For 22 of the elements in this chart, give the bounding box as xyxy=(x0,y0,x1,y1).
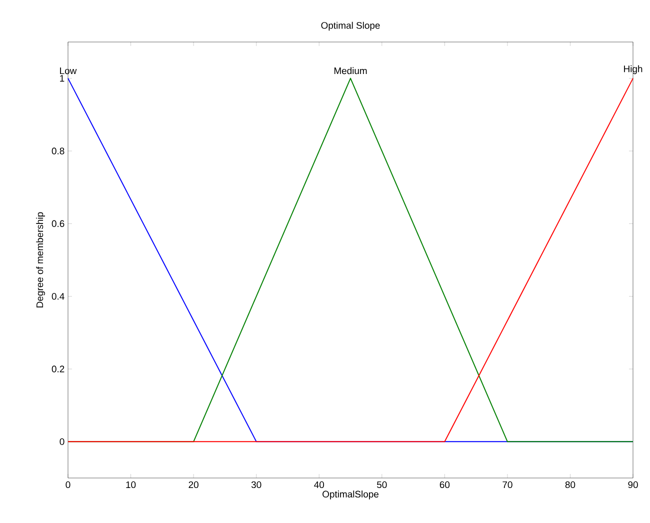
x-tick-label: 30 xyxy=(251,481,262,488)
x-tick-label: 50 xyxy=(377,481,387,488)
y-tick-label: 1 xyxy=(60,75,64,82)
x-tick-label: 0 xyxy=(66,481,70,488)
y-axis-title: Degree of membership xyxy=(36,212,45,308)
y-tick-label: 0.2 xyxy=(52,366,64,372)
series-label: Medium xyxy=(334,67,367,74)
x-axis-title: OptimalSlope xyxy=(322,490,378,500)
series-label: Low xyxy=(60,68,77,74)
x-tick-label: 70 xyxy=(502,481,512,488)
x-tick-label: 20 xyxy=(188,481,198,488)
chart-title: Optimal Slope xyxy=(321,22,380,31)
y-tick-label: 0.8 xyxy=(52,148,64,154)
x-tick-label: 60 xyxy=(440,481,450,488)
y-tick-label: 0 xyxy=(60,438,64,446)
y-tick-label: 0.4 xyxy=(52,292,64,300)
series-label: High xyxy=(624,65,642,74)
x-tick-label: 90 xyxy=(628,481,638,488)
x-tick-label: 10 xyxy=(126,481,136,488)
y-tick-label: 0.6 xyxy=(52,220,64,228)
x-tick-label: 40 xyxy=(314,481,324,488)
x-tick-label: 80 xyxy=(565,481,576,488)
